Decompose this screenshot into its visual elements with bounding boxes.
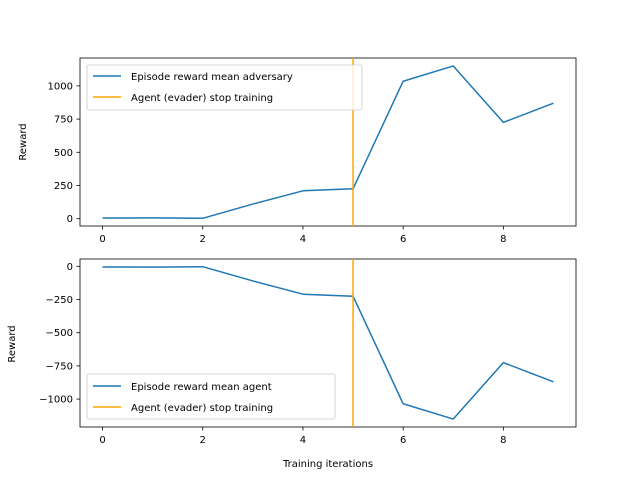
top-legend-box [86,64,363,111]
bottom-legend-box [86,373,336,420]
top-ytick-label: 500 [54,148,73,159]
bottom-ytick-label: −250 [46,295,73,306]
bottom-legend-vline-label: Agent (evader) stop training [131,403,273,414]
top-series-line-0 [102,65,554,220]
bottom-subplot: 0 2 4 6 8 0 −250 −500 −750 −1000 Reward Training … [7,258,577,470]
top-xtick-label: 6 [400,234,406,245]
bottom-xtick-label: 2 [200,435,206,446]
top-plot-frame [79,57,577,227]
bottom-ticks: 0 2 4 6 8 0 −250 −500 −750 −1000 [39,262,506,446]
bottom-series-line-0 [102,265,554,420]
bottom-legend: Episode reward mean agent Agent (evader)… [86,373,336,420]
top-legend-series-label: Episode reward mean adversary [131,72,293,83]
bottom-ytick-label: −1000 [39,395,73,406]
top-ytick-label: 1000 [48,81,73,92]
top-ytick-label: 750 [54,115,73,126]
bottom-legend-series-label: Episode reward mean agent [131,382,272,393]
top-xtick-label: 8 [500,234,506,245]
top-xtick-label: 2 [200,234,206,245]
top-subplot: 0 2 4 6 8 0 250 500 750 1000 Reward Episode rewar… [18,57,577,245]
bottom-xtick-label: 4 [300,435,306,446]
top-xtick-label: 4 [300,234,306,245]
top-ytick-label: 0 [67,214,73,225]
bottom-plot-frame [79,258,577,428]
top-ytick-label: 250 [54,181,73,192]
bottom-ytick-label: −500 [46,328,73,339]
bottom-ylabel: Reward [7,325,18,362]
bottom-xtick-label: 6 [400,435,406,446]
top-xtick-label: 0 [99,234,105,245]
bottom-xtick-label: 8 [500,435,506,446]
top-legend-vline-label: Agent (evader) stop training [131,93,273,104]
bottom-ytick-label: 0 [67,262,73,273]
bottom-ytick-label: −750 [46,361,73,372]
top-ylabel: Reward [18,123,29,160]
bottom-marks [102,259,554,427]
bottom-xtick-label: 0 [99,435,105,446]
top-legend: Episode reward mean adversary Agent (eva… [86,64,363,111]
bottom-xlabel: Training iterations [282,459,373,470]
top-ticks: 0 2 4 6 8 0 250 500 750 1000 [48,81,507,245]
